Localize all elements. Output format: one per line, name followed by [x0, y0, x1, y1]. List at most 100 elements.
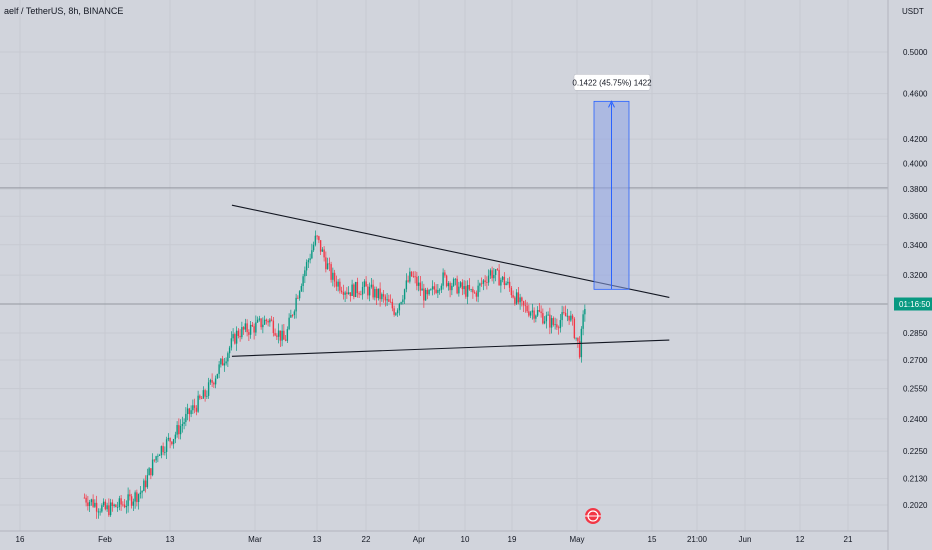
candle-body	[377, 288, 380, 299]
y-tick-label: 0.3600	[903, 212, 928, 221]
trendline-lower[interactable]	[231, 339, 670, 357]
candle-body	[216, 373, 219, 379]
candle-body	[101, 505, 103, 512]
candle-body	[505, 283, 507, 285]
candle-body	[549, 314, 551, 328]
candle-body	[456, 278, 458, 294]
candle-body	[249, 324, 252, 335]
candle-body	[379, 288, 381, 300]
candle-body	[447, 283, 450, 287]
candle-body	[255, 322, 257, 333]
candle-body	[402, 299, 404, 303]
y-axis-unit: USDT	[902, 7, 924, 16]
candle-body	[363, 281, 366, 287]
candle-body	[195, 407, 198, 412]
candle-body	[234, 334, 236, 344]
candle-body	[465, 286, 467, 297]
candle-body	[165, 439, 168, 452]
candle-body	[279, 330, 282, 341]
time-axis[interactable]: 16 Feb 13 Mar 13 22 Apr 10 19 May 15 21:00 Jun 12 21	[16, 535, 853, 544]
candle-body	[342, 292, 345, 295]
candle-body	[570, 315, 572, 321]
candle-body	[517, 292, 520, 303]
candle-body	[571, 315, 574, 319]
candle-body	[333, 272, 336, 282]
news-flag-icon[interactable]	[585, 508, 601, 524]
candle-body	[568, 315, 570, 321]
candle-body	[94, 502, 96, 507]
y-tick-label: 0.3200	[903, 271, 928, 280]
candle-body	[286, 329, 289, 341]
candle-body	[582, 314, 584, 329]
candle-body	[473, 292, 476, 294]
candle-body	[311, 250, 313, 259]
x-tick-label: 10	[461, 535, 470, 544]
candle-body	[321, 249, 324, 252]
candle-body	[108, 505, 110, 516]
candle-body	[181, 423, 184, 426]
candle-body	[340, 290, 343, 293]
y-tick-label: 0.2850	[903, 329, 928, 338]
candle-body	[398, 303, 401, 311]
candle-body	[183, 422, 185, 424]
candle-body	[470, 289, 472, 290]
candle-body	[494, 269, 497, 275]
y-tick-label: 0.3400	[903, 241, 928, 250]
candle-body	[179, 425, 182, 435]
candle-body	[298, 291, 301, 299]
candle-body	[522, 301, 525, 306]
candle-body	[235, 330, 238, 344]
candle-body	[461, 282, 464, 290]
candle-body	[209, 380, 212, 383]
candle-body	[557, 327, 560, 329]
candle-body	[449, 283, 451, 291]
candle-body	[575, 337, 577, 339]
x-tick-label: 22	[362, 535, 371, 544]
candle-body	[251, 324, 254, 327]
candle-body	[440, 285, 443, 290]
candle-body	[95, 502, 98, 512]
price-axis[interactable]: 0.5000 0.4600 0.4200 0.4000 0.3800 0.3600 0.34…	[903, 48, 928, 510]
candle-body	[323, 249, 325, 258]
candle-body	[129, 494, 131, 497]
candle-body	[160, 446, 163, 456]
candle-body	[477, 285, 479, 297]
y-tick-label: 0.2550	[903, 385, 928, 394]
candle-body	[386, 299, 388, 301]
x-tick-label: 19	[508, 535, 517, 544]
y-tick-label: 0.2130	[903, 475, 928, 484]
candle-body	[118, 498, 121, 508]
candle-body	[395, 313, 397, 315]
candle-body	[295, 297, 297, 312]
candle-body	[547, 314, 549, 316]
candle-body	[351, 284, 353, 296]
candle-body	[421, 288, 423, 291]
measure-tool[interactable]: 0.1422 (45.75%) 1422	[572, 74, 652, 290]
candle-body	[88, 502, 91, 507]
candle-body	[153, 459, 156, 461]
candle-body	[545, 315, 548, 322]
candle-body	[328, 263, 331, 265]
candle-body	[563, 312, 565, 313]
candle-body	[482, 280, 485, 284]
candle-body	[491, 270, 493, 279]
candle-body	[244, 323, 247, 330]
grid	[0, 0, 888, 531]
candle-body	[358, 293, 360, 295]
candle-body	[564, 312, 567, 317]
candle-body	[543, 321, 546, 324]
candle-body	[407, 280, 409, 282]
candle-body	[197, 395, 199, 412]
candle-body	[291, 315, 294, 316]
candle-body	[102, 501, 105, 506]
candle-body	[396, 310, 399, 314]
candle-body	[190, 410, 192, 415]
candle-body	[426, 289, 429, 295]
candle-body	[125, 506, 128, 508]
x-tick-label: Apr	[413, 535, 426, 544]
x-tick-label: Mar	[248, 535, 262, 544]
candle-body	[347, 292, 350, 295]
candle-body	[143, 480, 145, 492]
candle-body	[267, 321, 269, 323]
